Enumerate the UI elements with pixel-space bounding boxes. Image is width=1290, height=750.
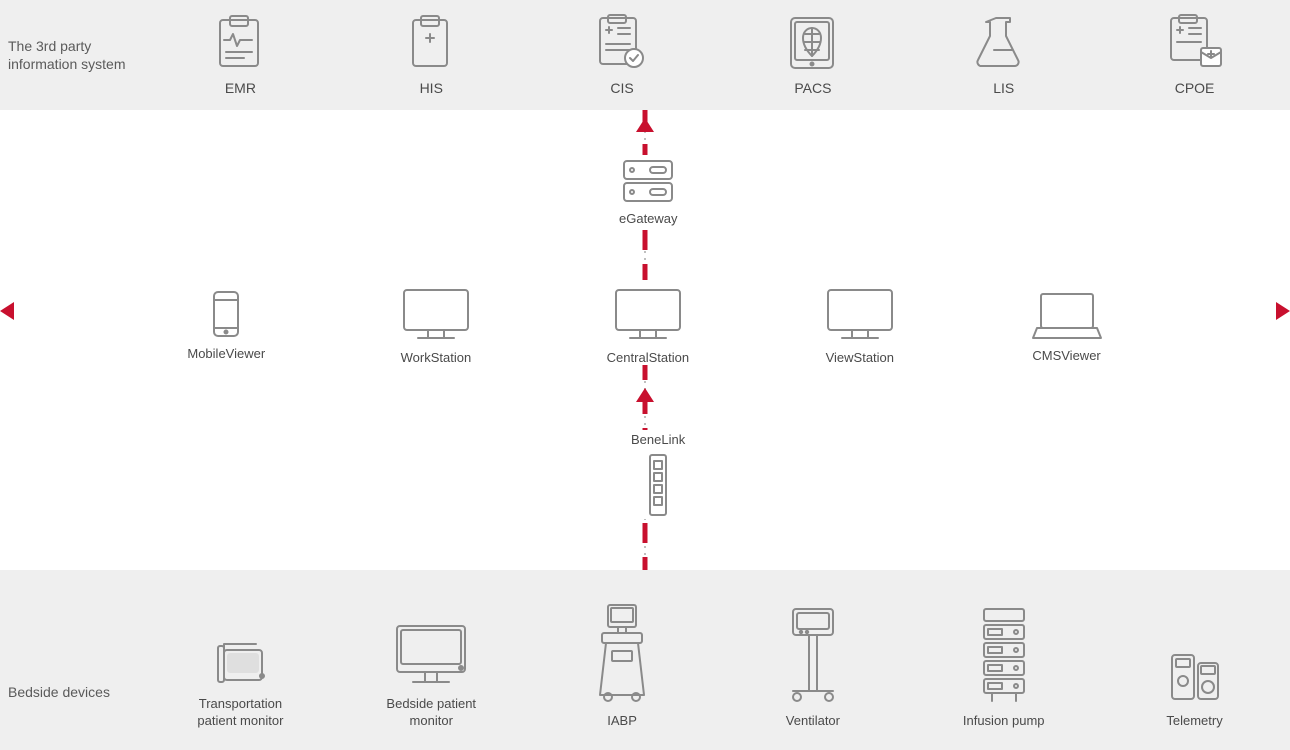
- cpoe-icon: [1167, 14, 1223, 70]
- system-lis: LIS: [976, 14, 1032, 96]
- emr-icon: [212, 14, 268, 70]
- cis-icon: [594, 14, 650, 70]
- system-emr: EMR: [212, 14, 268, 96]
- station-mobileviewer: MobileViewer: [181, 290, 271, 361]
- system-cis: CIS: [594, 14, 650, 96]
- egateway-label: eGateway: [619, 211, 678, 226]
- stations-row: MobileViewer WorkStation CentralStation Vie…: [0, 275, 1290, 375]
- monitor-icon: [612, 286, 684, 342]
- telemetry-icon: [1168, 649, 1222, 703]
- infusion-icon: [978, 607, 1030, 703]
- lis-icon: [976, 14, 1032, 70]
- system-label: HIS: [420, 80, 443, 96]
- stations-items: MobileViewer WorkStation CentralStation Vie…: [0, 286, 1290, 365]
- device-label: Infusion pump: [963, 713, 1045, 730]
- device-label: Telemetry: [1166, 713, 1222, 730]
- system-label: LIS: [993, 80, 1014, 96]
- transport-icon: [212, 636, 268, 686]
- pacs-icon: [785, 14, 841, 70]
- arrow-up-icon: [636, 388, 654, 402]
- station-centralstation: CentralStation: [601, 286, 695, 365]
- third-party-systems-band: The 3rd party information system EMR HIS C…: [0, 0, 1290, 110]
- third-party-heading: The 3rd party information system: [0, 0, 145, 110]
- device-bedside: Bedside patientmonitor: [351, 620, 511, 730]
- heading-line2: information system: [8, 56, 125, 72]
- heading-line1: The 3rd party: [8, 38, 91, 54]
- device-transport: Transportationpatient monitor: [160, 636, 320, 730]
- iabp-icon: [594, 603, 650, 703]
- system-label: CPOE: [1175, 80, 1215, 96]
- station-label: ViewStation: [826, 350, 894, 365]
- server-icon: [620, 157, 676, 205]
- station-cmsviewer: CMSViewer: [1025, 288, 1109, 363]
- system-cpoe: CPOE: [1167, 14, 1223, 96]
- station-label: WorkStation: [401, 350, 472, 365]
- arrow-up-icon: [636, 118, 654, 132]
- benelink-label: BeneLink: [631, 432, 685, 447]
- station-workstation: WorkStation: [394, 286, 478, 365]
- ventilator-icon: [785, 607, 841, 703]
- device-telemetry: Telemetry: [1115, 649, 1275, 730]
- device-label: Bedside patientmonitor: [386, 696, 476, 730]
- device-ventilator: Ventilator: [733, 607, 893, 730]
- monitor-icon: [824, 286, 896, 342]
- benelink-node: BeneLink: [625, 430, 691, 519]
- arrow-right-icon: [1276, 302, 1290, 320]
- system-label: PACS: [794, 80, 831, 96]
- station-label: CentralStation: [607, 350, 689, 365]
- device-infusion: Infusion pump: [924, 607, 1084, 730]
- device-label: Ventilator: [786, 713, 840, 730]
- module-icon: [644, 453, 672, 517]
- laptop-icon: [1031, 288, 1103, 340]
- bedside-heading: Bedside devices: [0, 570, 145, 750]
- device-label: Transportationpatient monitor: [197, 696, 283, 730]
- bedside-items: Transportationpatient monitor Bedside pat…: [145, 570, 1290, 750]
- station-viewstation: ViewStation: [818, 286, 902, 365]
- bedside-devices-band: Bedside devices Transportationpatient mo…: [0, 570, 1290, 750]
- arrow-left-icon: [0, 302, 14, 320]
- phone-icon: [206, 290, 246, 338]
- station-label: CMSViewer: [1032, 348, 1100, 363]
- system-his: HIS: [403, 14, 459, 96]
- bedside-icon: [391, 620, 471, 686]
- system-label: EMR: [225, 80, 256, 96]
- system-pacs: PACS: [785, 14, 841, 96]
- device-label: IABP: [607, 713, 637, 730]
- monitor-icon: [400, 286, 472, 342]
- station-label: MobileViewer: [187, 346, 265, 361]
- system-label: CIS: [610, 80, 633, 96]
- third-party-items: EMR HIS CIS PACS LIS CPOE: [145, 0, 1290, 110]
- device-iabp: IABP: [542, 603, 702, 730]
- egateway-node: eGateway: [613, 155, 684, 228]
- his-icon: [403, 14, 459, 70]
